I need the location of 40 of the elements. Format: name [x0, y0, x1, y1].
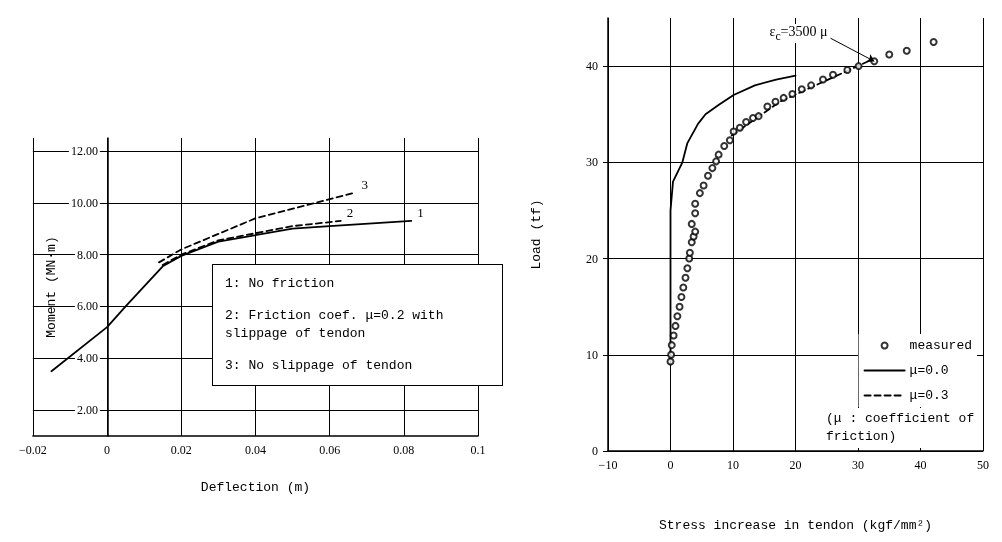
- x-tick-label: 20: [789, 458, 802, 472]
- y-tick-label: 20: [586, 251, 598, 266]
- x-tick-label: 0.06: [319, 443, 341, 457]
- y-axis-title: Load (tf): [529, 199, 544, 270]
- x-tick-label: 10: [727, 458, 739, 472]
- y-tick-label: 6.00: [76, 299, 98, 314]
- x-tick-label: 30: [852, 458, 864, 472]
- annotation: 2: Friction coef. μ=0.2 with slippage of tendon: [225, 307, 445, 343]
- y-tick-label: 10.00: [70, 195, 98, 210]
- series-label: 3: [361, 176, 369, 192]
- annotation: 1: No friction: [225, 275, 336, 293]
- y-tick-label: 30: [586, 155, 598, 170]
- annotation: 3: No slippage of tendon: [225, 357, 414, 375]
- x-tick-label: −0.02: [18, 443, 47, 457]
- annotation: (μ : coefficient of friction): [826, 410, 976, 446]
- y-axis-title: Moment (MN·m): [43, 236, 59, 338]
- y-tick-label: 4.00: [76, 351, 98, 366]
- legend-label: μ=0.0: [909, 363, 949, 378]
- x-tick-label: 40: [914, 458, 927, 472]
- x-axis-title: Stress increase in tendon (kgf/mm²): [658, 518, 933, 533]
- x-tick-label: 0: [667, 458, 674, 472]
- y-tick-label: 8.00: [76, 247, 98, 262]
- x-tick-label: 0: [104, 443, 111, 457]
- x-tick-label: 0.02: [170, 443, 192, 457]
- y-tick-label: 12.00: [70, 143, 98, 158]
- series-label: 2: [346, 205, 354, 221]
- y-tick-label: 40: [586, 59, 598, 74]
- legend-label: measured: [909, 338, 973, 353]
- x-tick-label: 0.08: [393, 443, 415, 457]
- annotation: ε$_{c}$=3500 μ: [735, 24, 828, 43]
- x-axis-title: Deflection (m): [200, 480, 311, 495]
- legend-label: μ=0.3: [909, 388, 949, 403]
- x-tick-label: −10: [598, 458, 618, 472]
- y-tick-label: 10: [586, 347, 598, 362]
- x-tick-label: 0.04: [244, 443, 266, 457]
- series-label: 1: [417, 205, 424, 221]
- x-tick-label: 50: [977, 458, 989, 472]
- y-tick-label: 2.00: [76, 403, 98, 418]
- x-tick-label: 0.1: [470, 443, 486, 457]
- key-box: 1: No friction 2: Friction coef. μ=0.2 with slippage of tendon 3: No slippage of tendon: [212, 264, 503, 386]
